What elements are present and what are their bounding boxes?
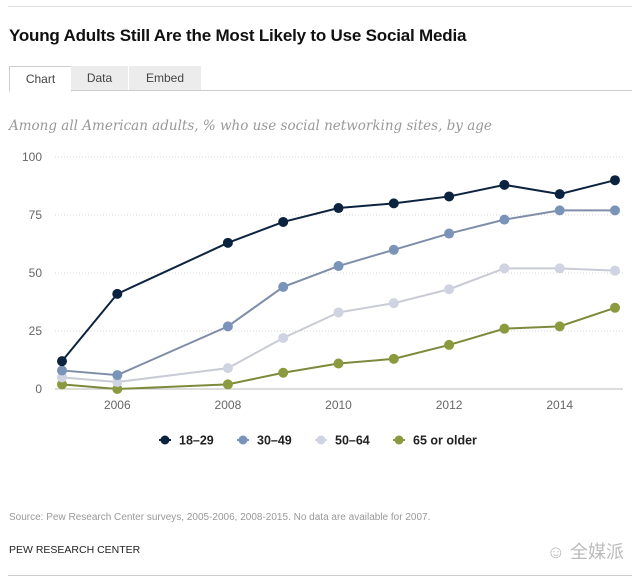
data-point — [57, 379, 67, 390]
data-point — [388, 244, 399, 255]
series-line-50-64 — [61, 267, 616, 384]
tab-bar: Chart Data Embed — [9, 66, 632, 92]
legend-marker — [160, 435, 170, 445]
wechat-icon: ☺ — [546, 542, 570, 562]
legend-label: 50–64 — [335, 434, 370, 448]
data-point — [57, 356, 67, 367]
data-point — [610, 302, 620, 313]
data-point — [57, 372, 67, 383]
data-point — [444, 191, 455, 202]
data-point — [278, 216, 289, 227]
data-point — [444, 284, 455, 295]
series-line-18-29 — [61, 179, 616, 362]
data-point — [554, 205, 565, 216]
top-divider — [8, 6, 632, 7]
y-tick-label: 75 — [29, 208, 43, 222]
data-point — [554, 321, 565, 332]
tab-chart[interactable]: Chart — [9, 66, 72, 92]
data-point — [112, 288, 123, 299]
data-point — [57, 365, 67, 376]
data-point — [278, 367, 289, 378]
chart-subtitle: Among all American adults, % who use soc… — [9, 118, 492, 134]
tab-embed[interactable]: Embed — [129, 66, 201, 90]
data-point — [388, 198, 399, 209]
data-point — [112, 377, 123, 388]
data-point — [112, 384, 123, 394]
data-point — [610, 265, 620, 276]
legend-label: 65 or older — [413, 434, 477, 448]
y-tick-label: 100 — [22, 150, 42, 164]
data-point — [499, 179, 510, 190]
data-point — [554, 263, 565, 274]
x-tick-label: 2010 — [325, 398, 352, 412]
data-point — [610, 205, 620, 216]
data-point — [278, 281, 289, 292]
series-line-65-or-older — [61, 306, 616, 391]
data-point — [112, 370, 123, 381]
source-note: Source: Pew Research Center surveys, 200… — [9, 512, 431, 523]
chart-title: Young Adults Still Are the Most Likely t… — [9, 26, 467, 45]
legend-marker — [238, 435, 248, 445]
y-tick-label: 25 — [29, 324, 43, 338]
data-point — [333, 261, 344, 272]
data-point — [554, 189, 565, 200]
data-point — [333, 307, 344, 318]
data-point — [499, 323, 510, 334]
data-point — [388, 298, 399, 309]
data-point — [222, 321, 233, 332]
data-point — [278, 332, 289, 343]
data-point — [499, 214, 510, 225]
legend-label: 30–49 — [257, 434, 292, 448]
data-point — [388, 353, 399, 364]
x-tick-label: 2008 — [215, 398, 242, 412]
legend-label: 18–29 — [179, 434, 214, 448]
watermark: ☺ 全媒派 — [547, 538, 624, 564]
data-point — [499, 263, 510, 274]
watermark-text: 全媒派 — [570, 542, 624, 562]
data-point — [333, 203, 344, 214]
data-point — [333, 358, 344, 369]
bottom-divider — [8, 575, 632, 576]
brand-label: PEW RESEARCH CENTER — [9, 544, 141, 556]
data-point — [444, 228, 455, 239]
y-tick-label: 0 — [35, 382, 42, 396]
tab-data[interactable]: Data — [71, 66, 128, 90]
x-tick-label: 2006 — [104, 398, 131, 412]
data-point — [222, 237, 233, 248]
data-point — [222, 363, 233, 374]
legend-marker — [316, 435, 326, 445]
legend-marker — [394, 435, 404, 445]
data-point — [444, 339, 455, 350]
x-tick-label: 2014 — [546, 398, 573, 412]
y-tick-label: 50 — [29, 266, 43, 280]
data-point — [222, 379, 233, 390]
series-line-30-49 — [61, 209, 615, 377]
x-tick-label: 2012 — [436, 398, 463, 412]
data-point — [610, 175, 620, 186]
